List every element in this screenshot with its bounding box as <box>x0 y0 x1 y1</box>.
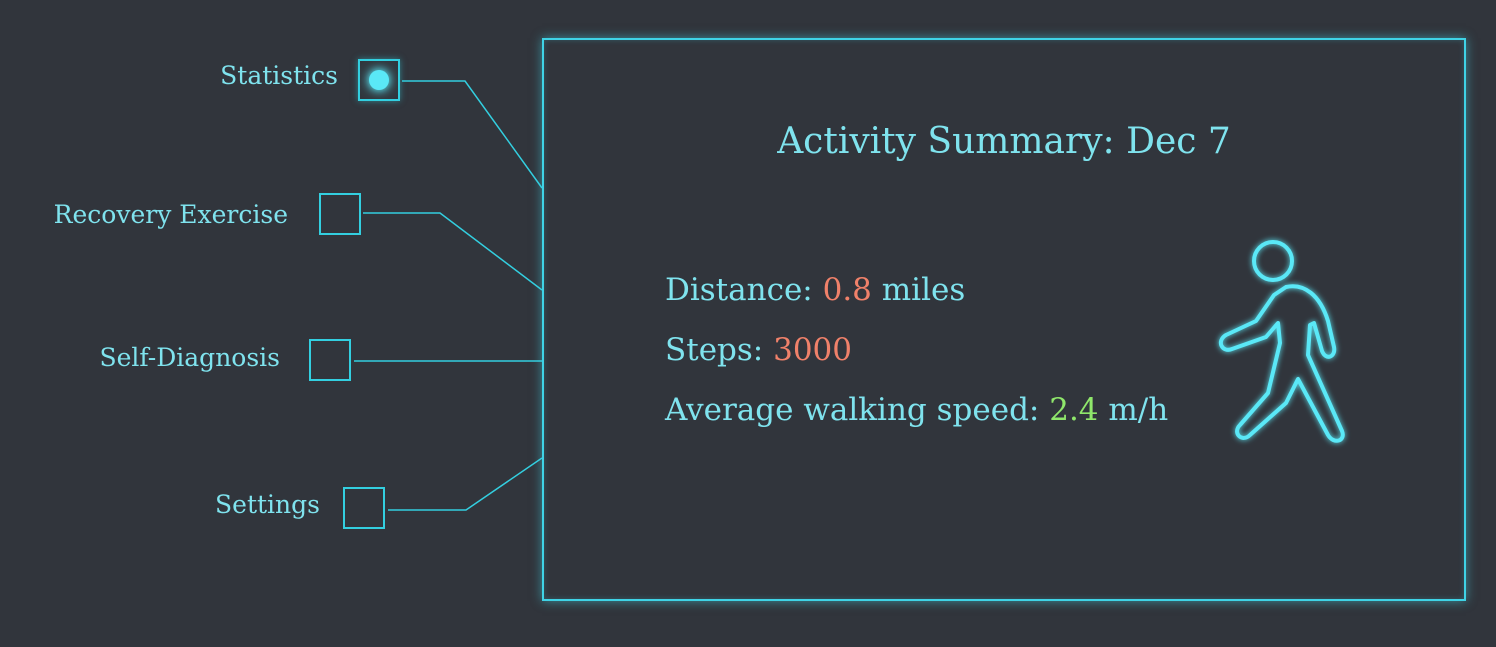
distance-unit: miles <box>871 272 966 308</box>
speed-unit: m/h <box>1098 392 1169 428</box>
menu-checkbox-statistics[interactable] <box>358 59 400 101</box>
menu-label-recovery-exercise[interactable]: Recovery Exercise <box>53 200 288 229</box>
menu-label-statistics[interactable]: Statistics <box>220 61 338 90</box>
walking-person-icon <box>1218 240 1345 443</box>
distance-label: Distance: <box>665 272 823 308</box>
connector-statistics <box>402 80 543 189</box>
menu-checkbox-recovery-exercise[interactable] <box>319 193 361 235</box>
speed-label: Average walking speed: <box>665 392 1050 428</box>
steps-stat: Steps: 3000 <box>665 330 852 370</box>
panel-title: Activity Summary: Dec 7 <box>777 121 1231 162</box>
connector-recovery-exercise <box>363 212 543 291</box>
selected-indicator-dot <box>369 70 389 90</box>
steps-value: 3000 <box>773 332 852 368</box>
distance-stat: Distance: 0.8 miles <box>665 270 965 310</box>
connector-settings <box>388 457 543 511</box>
distance-value: 0.8 <box>822 272 872 308</box>
menu-checkbox-settings[interactable] <box>343 487 385 529</box>
menu-label-self-diagnosis[interactable]: Self-Diagnosis <box>99 343 280 372</box>
speed-stat: Average walking speed: 2.4 m/h <box>665 390 1168 430</box>
steps-label: Steps: <box>665 332 774 368</box>
menu-checkbox-self-diagnosis[interactable] <box>309 339 351 381</box>
menu-label-settings[interactable]: Settings <box>215 490 320 519</box>
speed-value: 2.4 <box>1049 392 1099 428</box>
activity-summary-panel: Activity Summary: Dec 7 Distance: 0.8 mi… <box>542 38 1466 601</box>
